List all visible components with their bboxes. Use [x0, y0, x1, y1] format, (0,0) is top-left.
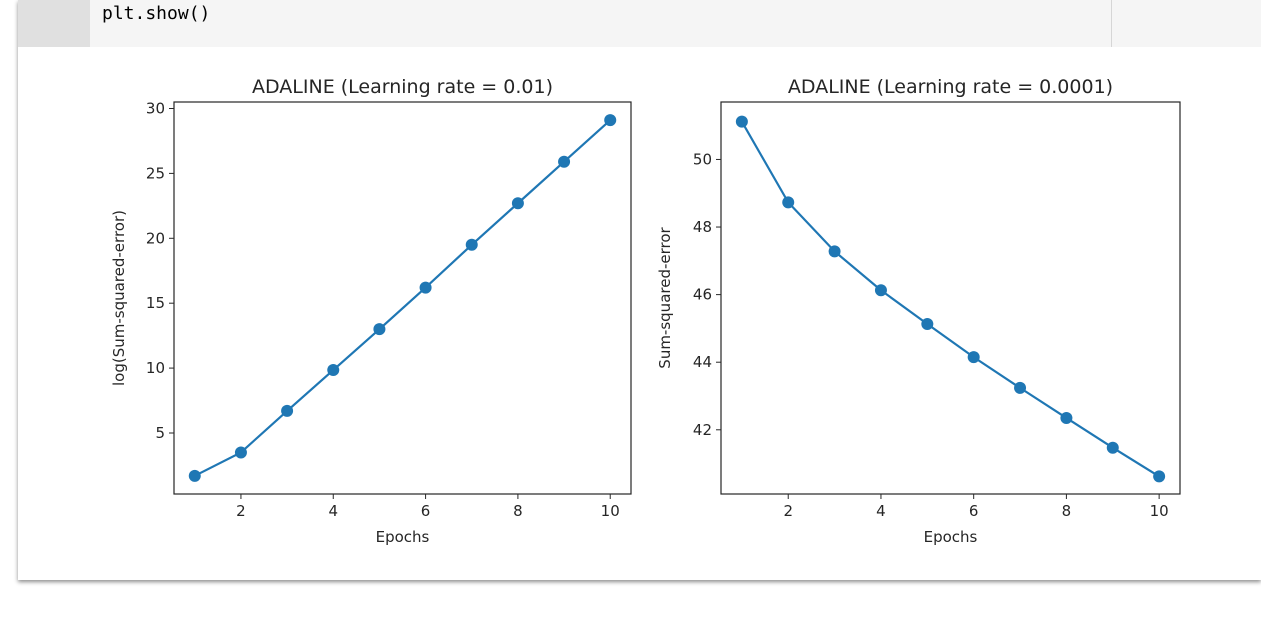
data-point: [373, 323, 386, 336]
y-tick-label: 48: [693, 218, 712, 236]
x-tick-label: 8: [1062, 502, 1072, 520]
y-axis-label: Sum-squared-error: [656, 226, 674, 368]
data-point: [419, 281, 432, 294]
axes-frame: [720, 101, 1181, 495]
x-tick-label: 8: [513, 502, 523, 520]
data-point: [921, 318, 934, 331]
y-axis-label: log(Sum-squared-error): [110, 210, 128, 386]
code-editor[interactable]: plt.show(): [90, 0, 1111, 47]
x-axis-label: Epochs: [376, 528, 430, 546]
y-tick-label: 10: [146, 359, 165, 377]
plot-right: ADALINE (Learning rate = 0.0001)2 4 6 8 1042…: [656, 76, 1181, 546]
y-tick-label: 46: [693, 286, 712, 304]
y-tick-label: 42: [693, 421, 712, 439]
x-tick-label: 6: [969, 502, 979, 520]
series-line: [194, 119, 611, 477]
x-axis-label: Epochs: [924, 528, 978, 546]
series-line: [740, 121, 1160, 478]
plot-left: ADALINE (Learning rate = 0.01) 2 4 6 8 10 5 10 1…: [110, 76, 632, 546]
data-point: [1060, 411, 1073, 424]
x-tick-label: 10: [1150, 502, 1169, 520]
data-point: [327, 364, 340, 377]
data-point: [281, 404, 294, 417]
x-tick-label: 2: [236, 502, 246, 520]
axes-frame: [173, 101, 632, 495]
x-tick-label: 4: [876, 502, 886, 520]
data-point: [1014, 381, 1027, 394]
data-point: [511, 197, 524, 210]
x-tick-label: 6: [421, 502, 431, 520]
data-point: [828, 245, 841, 258]
x-tick-label: 2: [783, 502, 793, 520]
data-point: [782, 196, 795, 209]
data-point: [1106, 441, 1119, 454]
cell-output: [18, 47, 1261, 580]
y-tick-label: 44: [693, 353, 712, 371]
y-tick-label: 20: [146, 229, 165, 247]
code-line: plt.show(): [102, 3, 211, 24]
y-tick-label: 50: [693, 150, 712, 168]
data-point: [604, 114, 617, 127]
data-point: [188, 469, 201, 482]
y-tick-label: 30: [146, 99, 165, 117]
code-editor-margin: [1111, 0, 1261, 47]
data-point: [234, 446, 247, 459]
y-tick-label: 5: [155, 424, 165, 442]
y-tick-label: 25: [146, 164, 165, 182]
chart-title: ADALINE (Learning rate = 0.0001): [788, 76, 1113, 98]
chart-title: ADALINE (Learning rate = 0.01): [252, 76, 553, 98]
x-tick-label: 4: [328, 502, 338, 520]
data-point: [967, 351, 980, 364]
data-point: [1153, 470, 1166, 483]
cell-gutter: [18, 0, 90, 47]
data-point: [465, 238, 478, 251]
data-point: [558, 155, 571, 168]
x-tick-label: 10: [601, 502, 620, 520]
y-tick-label: 15: [146, 294, 165, 312]
data-point: [874, 284, 887, 297]
data-point: [735, 115, 748, 128]
